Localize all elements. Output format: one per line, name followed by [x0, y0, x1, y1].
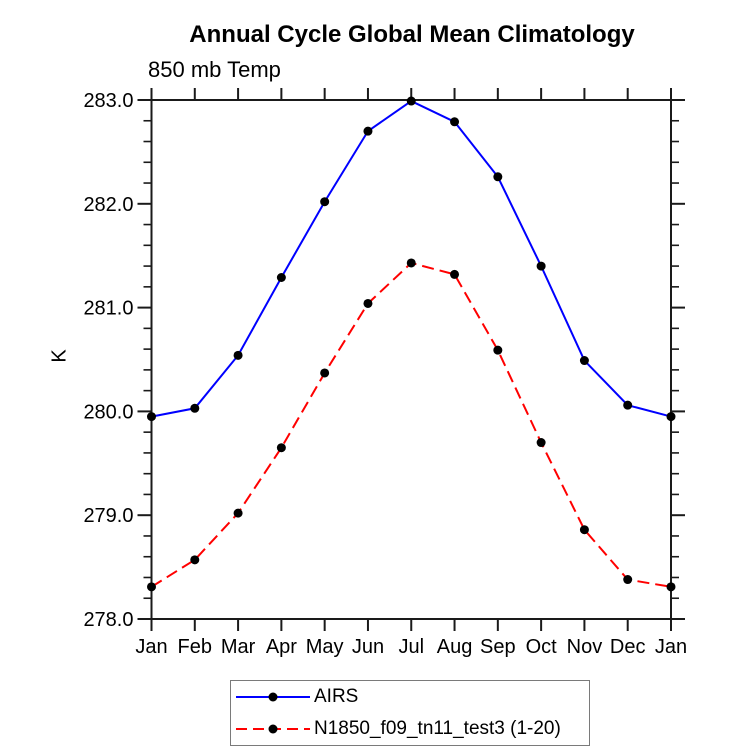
data-point-model — [666, 582, 676, 592]
data-point-airs — [623, 400, 633, 410]
x-tick-label: Mar — [221, 636, 256, 658]
x-tick-label: Jan — [135, 636, 167, 658]
legend-marker-circle-icon — [268, 692, 278, 702]
data-point-airs — [276, 272, 286, 282]
y-tick-label: 281.0 — [83, 298, 133, 320]
y-tick-label: 279.0 — [83, 505, 133, 527]
data-point-airs — [190, 403, 200, 413]
data-point-model — [147, 582, 156, 592]
y-axis-title: K — [48, 349, 71, 363]
data-point-model — [233, 508, 243, 518]
data-point-model — [623, 575, 633, 585]
legend-swatch-airs — [236, 692, 310, 702]
x-tick-label: May — [306, 636, 344, 658]
data-point-airs — [493, 172, 503, 182]
legend: AIRS N1850_f09_tn11_test3 (1-20) — [230, 680, 590, 746]
x-tick-label: Nov — [567, 636, 603, 658]
data-point-model — [190, 555, 200, 565]
x-tick-label: Dec — [610, 636, 646, 658]
chart-subtitle: 850 mb Temp — [148, 57, 281, 82]
data-point-model — [276, 443, 286, 453]
data-point-airs — [147, 412, 156, 422]
legend-row-airs: AIRS — [231, 681, 589, 713]
data-point-model — [536, 438, 546, 448]
data-point-airs — [406, 96, 416, 106]
x-tick-label: Jan — [655, 636, 687, 658]
series-line-model — [150, 261, 672, 588]
legend-label-model: N1850_f09_tn11_test3 (1-20) — [314, 718, 561, 739]
x-tick-label: Sep — [480, 636, 516, 658]
legend-marker-circle-icon — [268, 724, 278, 734]
legend-swatch-model — [236, 724, 310, 734]
legend-label-airs: AIRS — [314, 686, 359, 707]
data-point-airs — [320, 197, 330, 207]
data-point-model — [406, 258, 416, 268]
data-point-model — [579, 525, 589, 535]
x-tick-label: Oct — [526, 636, 558, 658]
y-tick-label: 282.0 — [83, 194, 133, 216]
data-point-model — [450, 269, 460, 279]
data-point-model — [320, 368, 330, 378]
x-tick-label: Feb — [178, 636, 212, 658]
data-point-airs — [233, 350, 243, 360]
data-point-airs — [579, 356, 589, 366]
legend-row-model: N1850_f09_tn11_test3 (1-20) — [231, 713, 589, 745]
y-tick-label: 278.0 — [83, 609, 133, 631]
x-tick-label: Jul — [398, 636, 424, 658]
data-point-airs — [666, 412, 676, 422]
data-point-airs — [363, 126, 373, 136]
x-tick-label: Apr — [266, 636, 297, 658]
data-point-model — [493, 345, 503, 355]
chart-title: Annual Cycle Global Mean Climatology — [189, 21, 635, 48]
data-point-airs — [450, 117, 460, 127]
x-tick-label: Aug — [437, 636, 473, 658]
data-point-airs — [536, 261, 546, 271]
y-tick-label: 283.0 — [83, 90, 133, 112]
y-tick-label: 280.0 — [83, 401, 133, 423]
x-tick-label: Jun — [352, 636, 384, 658]
data-point-model — [363, 298, 373, 308]
